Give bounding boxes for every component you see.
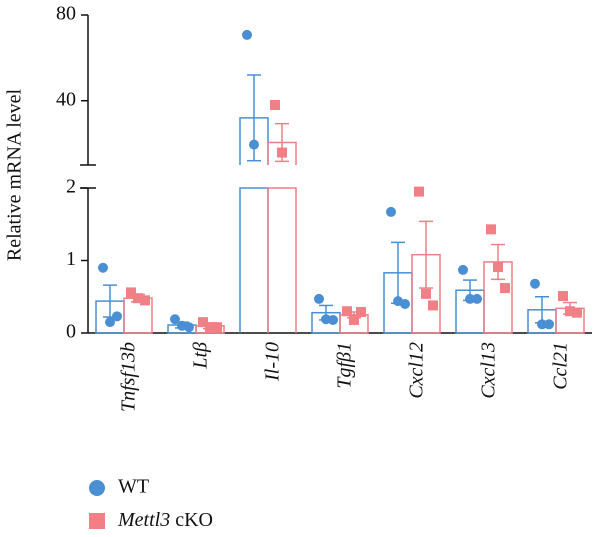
data-point: [428, 300, 438, 311]
data-point: [105, 317, 115, 328]
error-bar: [103, 284, 117, 318]
data-point: [249, 139, 259, 150]
data-point: [421, 288, 431, 299]
data-point: [558, 291, 568, 302]
y-tick-label: 2: [66, 176, 76, 198]
error-bar: [275, 122, 289, 163]
data-point: [314, 293, 324, 304]
error-bar: [247, 74, 261, 162]
data-point: [277, 147, 287, 158]
data-point: [472, 293, 482, 304]
y-tick-label: 80: [56, 3, 76, 25]
data-point: [458, 264, 468, 275]
data-point: [198, 317, 208, 328]
data-point: [537, 319, 547, 330]
data-point: [170, 314, 180, 325]
y-axis-label: Relative mRNA level: [4, 88, 26, 261]
x-tick-label: Cxcl13: [478, 342, 500, 399]
error-bar: [419, 220, 433, 289]
x-tick-label: Cxcl12: [406, 342, 428, 399]
legend-marker: [89, 513, 105, 529]
data-point: [98, 262, 108, 273]
data-point: [342, 306, 352, 317]
data-point: [500, 283, 510, 294]
data-point: [133, 293, 143, 304]
data-point: [493, 262, 503, 273]
data-point: [349, 314, 359, 325]
data-point: [356, 306, 366, 317]
data-point: [486, 224, 496, 235]
data-point: [140, 295, 150, 306]
data-point: [205, 322, 215, 333]
data-point: [112, 311, 122, 322]
data-point: [386, 206, 396, 217]
y-tick-label: 0: [66, 321, 76, 343]
x-tick-label: Ccl21: [550, 342, 572, 390]
data-point: [565, 306, 575, 317]
data-point: [328, 314, 338, 325]
data-point: [242, 29, 252, 40]
bar-part: [239, 187, 269, 333]
data-point: [465, 293, 475, 304]
x-tick-label: Tnfsf13b: [118, 342, 140, 412]
legend-label: WT: [118, 476, 149, 498]
x-tick-label: Tgfβ1: [334, 342, 356, 389]
bar: [267, 141, 297, 333]
y-tick-label: 1: [66, 248, 76, 270]
data-point: [126, 287, 136, 298]
x-tick-label: Il-10: [262, 342, 284, 382]
data-point: [270, 100, 280, 110]
data-point: [544, 319, 554, 330]
x-tick-label: Ltβ: [190, 342, 212, 370]
data-point: [530, 278, 540, 289]
legend-label: Mettl3 cKO: [117, 509, 213, 531]
data-point: [212, 322, 222, 333]
legend-marker: [89, 480, 105, 496]
data-point: [400, 299, 410, 309]
data-point: [414, 186, 424, 197]
y-tick-label: 40: [56, 88, 76, 110]
bar-part: [267, 187, 297, 333]
data-point: [572, 307, 582, 318]
data-point: [184, 322, 194, 333]
